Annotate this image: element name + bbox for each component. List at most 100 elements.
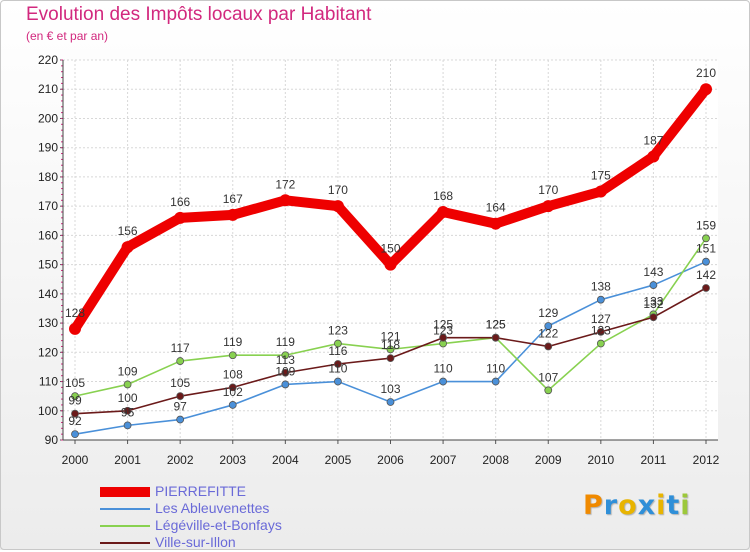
- data-label: 97: [173, 400, 187, 414]
- x-tick-label: 2001: [114, 453, 141, 467]
- data-point: [123, 380, 132, 389]
- data-label: 110: [486, 362, 505, 376]
- legend-label: Les Ableuvenettes: [155, 500, 270, 516]
- data-label: 121: [380, 329, 400, 343]
- data-point: [226, 208, 239, 221]
- data-label: 138: [591, 280, 611, 294]
- data-label: 105: [170, 376, 190, 390]
- y-tick-label: 150: [38, 258, 58, 272]
- legend-label: PIERREFITTE: [155, 483, 247, 499]
- data-label: 110: [328, 362, 347, 376]
- data-label: 123: [433, 324, 453, 338]
- data-point: [281, 351, 290, 360]
- data-label: 110: [434, 362, 453, 376]
- x-tick-label: 2005: [325, 453, 352, 467]
- y-tick-label: 200: [38, 111, 58, 125]
- data-labels: 128 156 166 167 172 170 150 168 164 170 175 187 210 9…: [65, 66, 716, 428]
- data-label: 150: [380, 242, 400, 256]
- data-point: [176, 357, 185, 365]
- y-tick-label: 110: [39, 375, 58, 389]
- y-tick-label: 220: [38, 53, 58, 67]
- data-point: [228, 401, 237, 409]
- data-point: [228, 383, 237, 392]
- grid: [63, 59, 718, 441]
- data-label: 109: [275, 364, 295, 378]
- data-point: [702, 257, 710, 266]
- data-point: [702, 284, 710, 292]
- data-point: [596, 295, 605, 304]
- data-point: [334, 339, 342, 348]
- y-tick-label: 170: [38, 199, 58, 213]
- y-tick-label: 190: [38, 141, 58, 155]
- data-label: 143: [643, 265, 663, 279]
- data-label: 122: [538, 326, 558, 340]
- x-tick-label: 2011: [641, 453, 667, 467]
- data-point: [71, 392, 79, 401]
- data-point: [700, 83, 712, 96]
- data-point: [176, 392, 185, 401]
- data-point: [281, 380, 290, 389]
- data-point: [69, 322, 81, 335]
- axes: 9010011012013014015016017018019020021022…: [38, 53, 720, 467]
- data-label: 113: [276, 353, 295, 367]
- data-label: 105: [65, 376, 85, 390]
- legend-swatch: [100, 542, 150, 544]
- data-label: 109: [118, 364, 138, 378]
- data-point: [121, 241, 134, 254]
- data-point: [386, 398, 395, 406]
- y-tick-label: 100: [38, 404, 58, 418]
- data-label: 118: [381, 338, 400, 352]
- data-point: [491, 377, 500, 386]
- x-tick-label: 2009: [535, 453, 562, 467]
- data-label: 159: [696, 218, 716, 232]
- data-point: [489, 217, 502, 230]
- data-label: 210: [696, 66, 716, 80]
- data-label: 119: [276, 335, 295, 349]
- data-label: 167: [223, 192, 243, 206]
- x-tick-label: 2008: [482, 453, 509, 467]
- x-tick-label: 2010: [587, 453, 614, 467]
- data-point: [334, 377, 342, 386]
- data-point: [123, 406, 132, 415]
- data-label: 102: [223, 385, 243, 399]
- data-label: 108: [223, 367, 243, 381]
- data-label: 172: [275, 177, 295, 191]
- data-point: [544, 342, 553, 351]
- data-point: [649, 281, 658, 289]
- data-point: [176, 415, 185, 424]
- chart-title: Evolution des Impôts locaux par Habitant: [26, 4, 372, 25]
- data-point: [437, 206, 450, 218]
- x-tick-label: 2000: [62, 453, 89, 467]
- legend-swatch: [100, 487, 150, 497]
- y-tick-label: 160: [38, 228, 58, 242]
- data-point: [491, 333, 500, 342]
- data-label: 125: [486, 318, 506, 332]
- x-tick-label: 2002: [167, 453, 194, 467]
- data-point: [331, 200, 344, 213]
- data-point: [544, 386, 553, 395]
- y-tick-label: 210: [38, 82, 58, 96]
- y-tick-label: 180: [38, 170, 58, 184]
- data-label: 151: [696, 242, 716, 256]
- data-point: [281, 368, 290, 377]
- data-label: 129: [538, 306, 558, 320]
- data-point: [702, 234, 710, 243]
- data-point: [123, 421, 132, 430]
- data-label: 142: [696, 268, 716, 282]
- legend-swatch: [100, 508, 150, 510]
- data-point: [71, 430, 79, 439]
- data-point: [542, 200, 555, 213]
- data-label: 170: [538, 183, 558, 197]
- legend-swatch: [100, 525, 150, 527]
- data-label: 187: [643, 133, 663, 147]
- y-tick-label: 140: [38, 287, 58, 301]
- data-label: 166: [170, 195, 190, 209]
- data-label: 125: [486, 318, 506, 332]
- data-point: [544, 322, 553, 330]
- x-tick-label: 2004: [272, 453, 299, 467]
- y-tick-label: 120: [38, 345, 58, 359]
- data-point: [279, 194, 292, 207]
- data-label: 123: [591, 324, 611, 338]
- data-point: [334, 360, 342, 368]
- x-tick-label: 2006: [377, 453, 404, 467]
